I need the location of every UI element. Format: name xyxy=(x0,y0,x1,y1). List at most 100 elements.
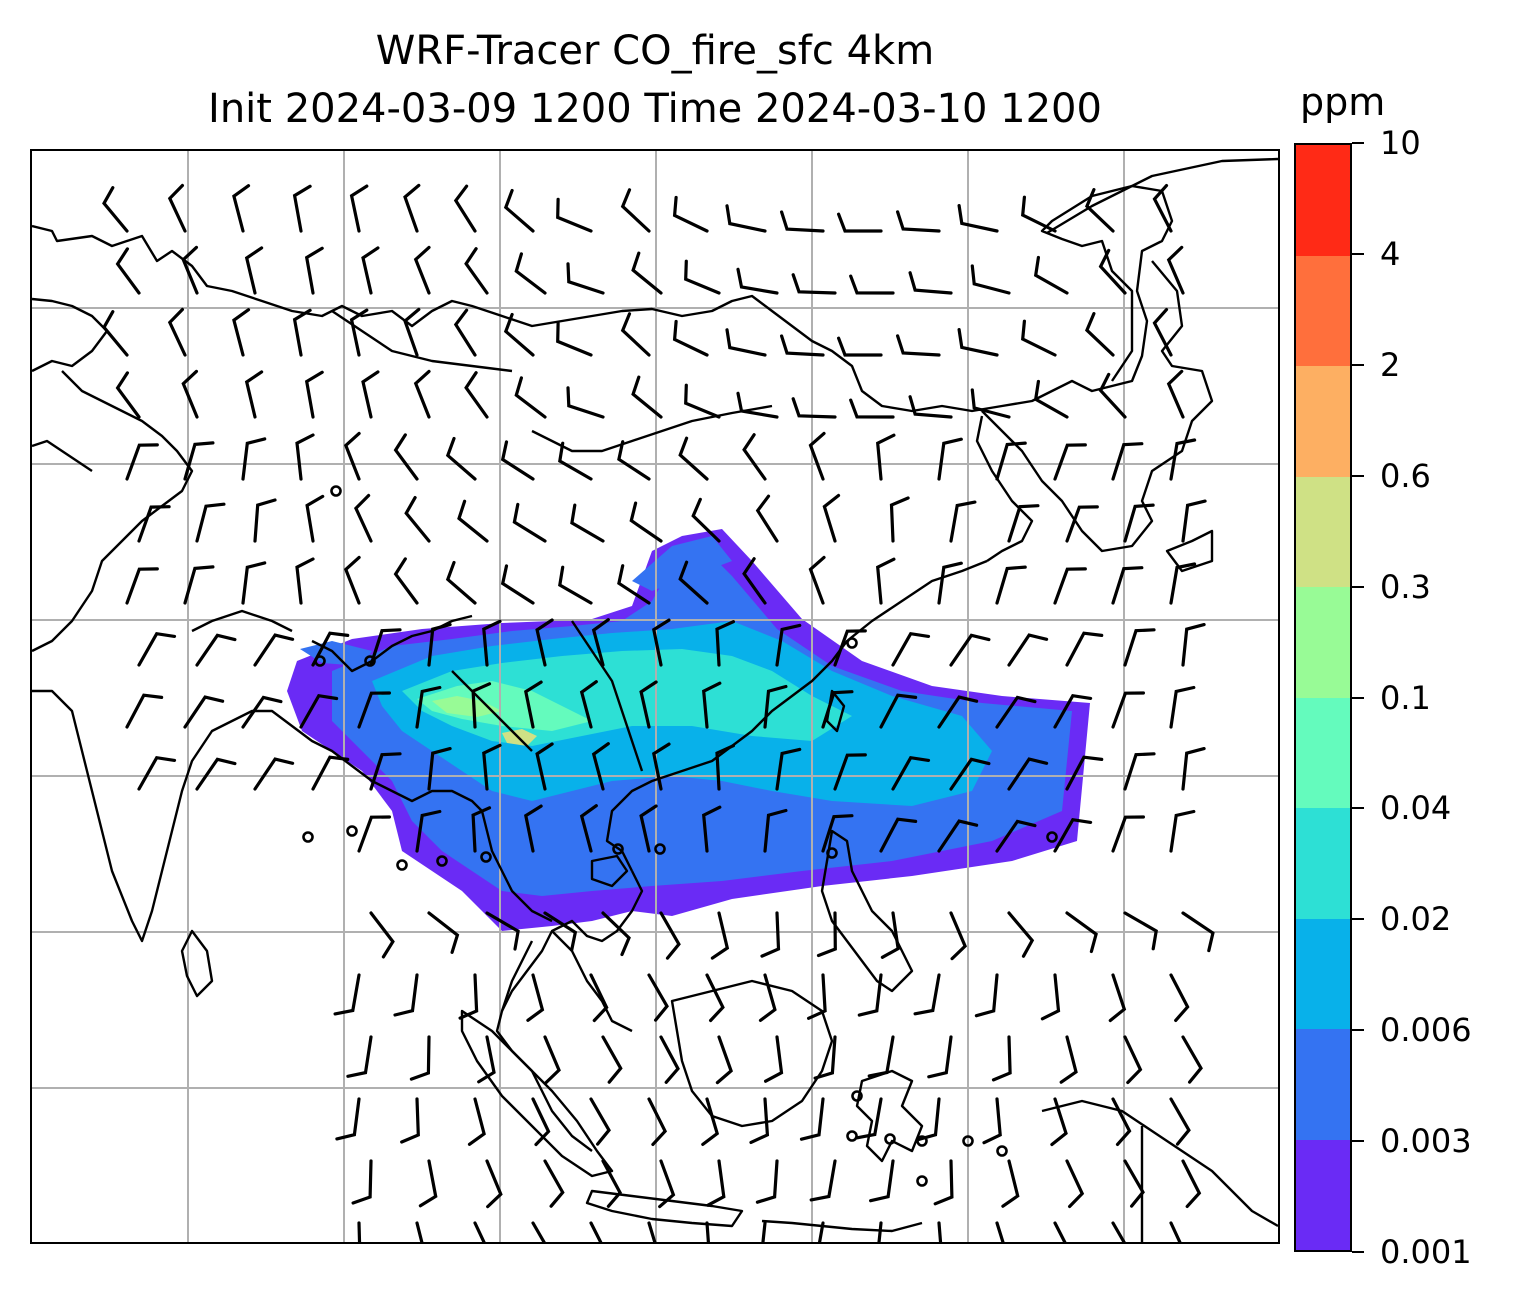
wind-barb xyxy=(115,371,141,419)
wind-barb xyxy=(949,757,991,791)
wind-barb xyxy=(137,755,177,791)
wind-barb xyxy=(1007,633,1049,667)
wind-barb xyxy=(822,493,841,543)
wind-barb xyxy=(672,319,709,357)
wind-barb xyxy=(691,497,721,543)
calm-wind-marker xyxy=(884,1133,896,1145)
wind-barb xyxy=(775,747,802,791)
wind-barb xyxy=(343,555,361,605)
coast-sulawesi xyxy=(855,1069,924,1163)
colorbar-tick-label: 0.001 xyxy=(1380,1233,1472,1271)
wind-barb xyxy=(357,691,391,729)
colorbar-tick-label: 0.04 xyxy=(1380,789,1452,828)
wind-barb xyxy=(393,433,419,481)
wind-barb xyxy=(579,804,598,853)
wind-barb xyxy=(241,695,283,729)
coast-lesser-sunda xyxy=(761,1219,923,1233)
wind-barb xyxy=(617,440,651,481)
wind-barb xyxy=(244,246,264,295)
wind-barb xyxy=(1021,319,1057,357)
wind-barb xyxy=(647,973,669,1022)
border-inland-2 xyxy=(451,670,533,752)
wind-barb xyxy=(763,684,788,729)
wind-barb xyxy=(857,973,883,1017)
colorbar-tick-label: 0.003 xyxy=(1380,1122,1472,1161)
wind-barb xyxy=(937,819,979,853)
wind-barbs xyxy=(102,183,1215,1242)
wind-barb xyxy=(639,804,658,853)
wind-barb xyxy=(1169,973,1190,1022)
border-inland-5 xyxy=(571,620,644,772)
wind-barb xyxy=(137,631,177,667)
wind-barb xyxy=(957,204,999,233)
wind-barb xyxy=(896,334,941,357)
wind-barb xyxy=(393,973,419,1017)
wind-barb xyxy=(821,690,854,729)
colorbar-tick-label: 0.02 xyxy=(1380,900,1452,939)
colorbar-tick-label: 0.6 xyxy=(1380,456,1431,495)
wind-barb xyxy=(125,567,159,605)
wind-barb xyxy=(833,753,867,791)
wind-barb xyxy=(1050,1097,1068,1147)
wind-barb xyxy=(531,1097,551,1147)
coast-indochina xyxy=(495,870,644,1152)
wind-barb xyxy=(500,564,535,605)
wind-barb xyxy=(531,1221,546,1242)
wind-barb xyxy=(458,973,479,1020)
wind-barb xyxy=(195,633,237,667)
wind-barb xyxy=(791,397,837,419)
wind-barb xyxy=(349,184,369,233)
wind-barb xyxy=(514,376,547,419)
wind-barb xyxy=(702,805,722,853)
wind-barb xyxy=(167,307,187,357)
wind-barb xyxy=(889,496,910,543)
wind-barb xyxy=(1007,911,1035,958)
wind-barb xyxy=(361,370,380,419)
wind-barb xyxy=(995,819,1037,853)
wind-barb xyxy=(896,210,941,233)
wind-barb xyxy=(400,1097,420,1144)
wind-barb xyxy=(705,973,725,1023)
wind-barb xyxy=(715,744,735,791)
wind-barb xyxy=(241,561,267,605)
colorbar-tick-label: 0.1 xyxy=(1380,678,1431,717)
wind-barb xyxy=(808,555,826,605)
colorbar-tick-label: 0.3 xyxy=(1380,567,1431,606)
wind-barb xyxy=(821,814,854,853)
wind-barb xyxy=(1181,1159,1202,1208)
wind-barb xyxy=(736,267,779,295)
wind-barb xyxy=(102,186,129,233)
colorbar-segment xyxy=(1296,366,1350,477)
wind-barb xyxy=(579,680,598,729)
wind-barb xyxy=(351,1159,373,1205)
wind-barb xyxy=(1053,693,1093,729)
map-canvas xyxy=(32,151,1278,1242)
wind-barb xyxy=(1181,499,1207,543)
coast-china-east xyxy=(605,559,988,872)
wind-barb xyxy=(706,1159,726,1207)
wind-barb xyxy=(473,1221,486,1242)
colorbar-tick xyxy=(1352,1140,1364,1143)
wind-barb xyxy=(482,619,502,667)
calm-wind-marker xyxy=(480,851,492,863)
wind-barb xyxy=(891,631,931,667)
calm-wind-marker xyxy=(962,1135,974,1147)
wind-barb xyxy=(232,184,251,233)
wind-barb xyxy=(617,564,651,605)
wind-barb xyxy=(908,395,953,419)
wind-barb xyxy=(413,245,431,295)
wind-barb xyxy=(1111,1097,1132,1146)
wind-barb xyxy=(1111,442,1144,481)
wind-barb xyxy=(780,334,825,357)
wind-barb xyxy=(353,493,373,543)
border-inland-6 xyxy=(191,609,293,633)
wind-barb xyxy=(652,742,671,791)
wind-barb xyxy=(937,561,963,605)
wind-barb xyxy=(471,806,492,853)
wind-barb xyxy=(292,308,312,357)
wind-barb xyxy=(295,433,315,481)
calm-wind-marker xyxy=(346,825,358,837)
wind-barb xyxy=(749,1097,770,1144)
wind-barb xyxy=(1181,623,1206,667)
wind-barb xyxy=(725,204,767,233)
